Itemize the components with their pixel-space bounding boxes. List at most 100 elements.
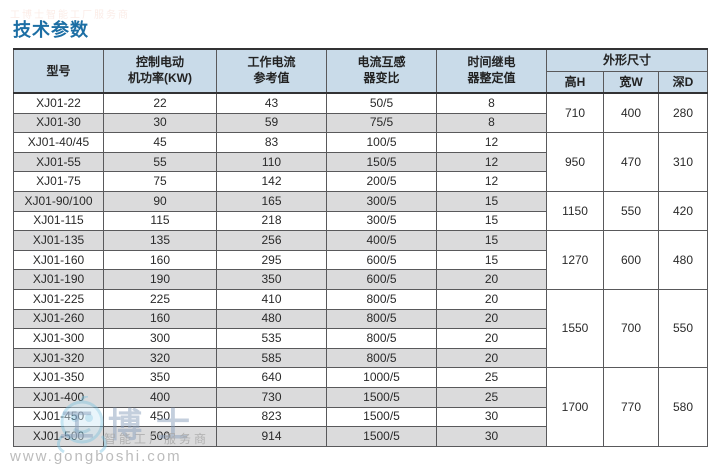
current-cell: 410 bbox=[216, 288, 327, 310]
relay-cell: 12 bbox=[436, 171, 547, 192]
relay-cell: 30 bbox=[436, 406, 547, 428]
power-cell: 190 bbox=[103, 269, 217, 290]
relay-cell: 15 bbox=[436, 249, 547, 271]
model-cell: XJ01-115 bbox=[13, 210, 104, 232]
table-row: XJ01-40/45 45 83 100/5 12 950 470 310 bbox=[13, 132, 708, 192]
model-cell: XJ01-350 bbox=[13, 367, 104, 388]
table-row: XJ01-190 190 350 600/5 20 bbox=[13, 269, 708, 290]
dim-width-cell: 600 bbox=[603, 230, 659, 290]
col-header-ct-line1: 电流互感 bbox=[357, 55, 406, 70]
model-cell: XJ01-260 bbox=[13, 308, 104, 330]
current-cell: 142 bbox=[216, 171, 327, 192]
relay-cell: 12 bbox=[436, 132, 547, 153]
col-header-current: 工作电流 参考值 bbox=[216, 48, 327, 94]
dim-width-cell: 470 bbox=[603, 132, 659, 192]
dim-width-cell: 700 bbox=[603, 288, 659, 369]
power-cell: 300 bbox=[103, 328, 217, 349]
col-header-model: 型号 bbox=[13, 48, 104, 94]
table-row: XJ01-260 160 480 800/5 20 bbox=[13, 308, 708, 330]
relay-cell: 8 bbox=[436, 92, 547, 114]
current-cell: 535 bbox=[216, 328, 327, 349]
power-cell: 22 bbox=[103, 92, 217, 114]
dim-height-cell: 950 bbox=[546, 132, 604, 192]
ct-ratio-cell: 800/5 bbox=[326, 308, 437, 330]
power-cell: 500 bbox=[103, 426, 217, 447]
spec-table: 型号 控制电动 机功率(KW) 工作电流 参考值 电流互感 器变比 时间继电 器整定值 … bbox=[13, 48, 708, 447]
col-header-relay: 时间继电 器整定值 bbox=[436, 48, 547, 94]
col-header-power-line1: 控制电动 bbox=[135, 55, 184, 70]
model-cell: XJ01-300 bbox=[13, 328, 104, 349]
model-cell: XJ01-30 bbox=[13, 112, 104, 134]
col-header-relay-line2: 器整定值 bbox=[467, 71, 516, 85]
current-cell: 59 bbox=[216, 112, 327, 134]
ct-ratio-cell: 400/5 bbox=[326, 230, 437, 251]
table-row: XJ01-22 22 43 50/5 8 710 400 280 bbox=[13, 92, 708, 134]
ct-ratio-cell: 800/5 bbox=[326, 347, 437, 369]
power-cell: 350 bbox=[103, 367, 217, 388]
dim-height-cell: 1150 bbox=[546, 190, 604, 232]
relay-cell: 12 bbox=[436, 151, 547, 173]
table-row: XJ01-115 115 218 300/5 15 bbox=[13, 210, 708, 232]
model-cell: XJ01-55 bbox=[13, 151, 104, 173]
dim-width-cell: 770 bbox=[603, 367, 659, 447]
current-cell: 350 bbox=[216, 269, 327, 290]
col-header-dim-height: 高H bbox=[546, 71, 604, 94]
ct-ratio-cell: 800/5 bbox=[326, 328, 437, 349]
ct-ratio-cell: 300/5 bbox=[326, 190, 437, 212]
table-row: XJ01-225 225 410 800/5 20 1550 700 550 bbox=[13, 288, 708, 369]
current-cell: 43 bbox=[216, 92, 327, 114]
model-cell: XJ01-225 bbox=[13, 288, 104, 310]
relay-cell: 20 bbox=[436, 328, 547, 349]
spec-table-body: XJ01-22 22 43 50/5 8 710 400 280 XJ01-30 30 59 75/5… bbox=[13, 92, 708, 447]
current-cell: 640 bbox=[216, 367, 327, 388]
table-row: XJ01-450 450 823 1500/5 30 bbox=[13, 406, 708, 428]
dim-height-cell: 1700 bbox=[546, 367, 604, 447]
current-cell: 730 bbox=[216, 386, 327, 408]
table-row: XJ01-30 30 59 75/5 8 bbox=[13, 112, 708, 134]
ct-ratio-cell: 1000/5 bbox=[326, 367, 437, 388]
col-header-power: 控制电动 机功率(KW) bbox=[103, 48, 217, 94]
col-header-power-line2: 机功率(KW) bbox=[128, 71, 192, 85]
ct-ratio-cell: 150/5 bbox=[326, 151, 437, 173]
current-cell: 256 bbox=[216, 230, 327, 251]
current-cell: 165 bbox=[216, 190, 327, 212]
power-cell: 55 bbox=[103, 151, 217, 173]
power-cell: 225 bbox=[103, 288, 217, 310]
col-header-ct-line2: 器变比 bbox=[363, 71, 400, 85]
table-row: XJ01-300 300 535 800/5 20 bbox=[13, 328, 708, 349]
current-cell: 110 bbox=[216, 151, 327, 173]
relay-cell: 8 bbox=[436, 112, 547, 134]
current-cell: 295 bbox=[216, 249, 327, 271]
col-header-ct-ratio: 电流互感 器变比 bbox=[326, 48, 437, 94]
dim-height-cell: 1270 bbox=[546, 230, 604, 290]
model-cell: XJ01-450 bbox=[13, 406, 104, 428]
power-cell: 45 bbox=[103, 132, 217, 153]
dim-width-cell: 550 bbox=[603, 190, 659, 232]
table-row: XJ01-500 500 914 1500/5 30 bbox=[13, 426, 708, 447]
power-cell: 320 bbox=[103, 347, 217, 369]
power-cell: 160 bbox=[103, 249, 217, 271]
power-cell: 75 bbox=[103, 171, 217, 192]
spec-table-header: 型号 控制电动 机功率(KW) 工作电流 参考值 电流互感 器变比 时间继电 器整定值 … bbox=[13, 48, 708, 94]
relay-cell: 25 bbox=[436, 367, 547, 388]
relay-cell: 20 bbox=[436, 288, 547, 310]
model-cell: XJ01-75 bbox=[13, 171, 104, 192]
model-cell: XJ01-320 bbox=[13, 347, 104, 369]
top-watermark-text: 工博士智能工厂服务商 bbox=[10, 10, 130, 21]
ct-ratio-cell: 600/5 bbox=[326, 249, 437, 271]
power-cell: 90 bbox=[103, 190, 217, 212]
ct-ratio-cell: 1500/5 bbox=[326, 406, 437, 428]
power-cell: 450 bbox=[103, 406, 217, 428]
col-header-dim-depth: 深D bbox=[658, 71, 708, 94]
col-header-current-line2: 参考值 bbox=[253, 71, 290, 85]
ct-ratio-cell: 50/5 bbox=[326, 92, 437, 114]
dim-height-cell: 710 bbox=[546, 92, 604, 134]
table-row: XJ01-320 320 585 800/5 20 bbox=[13, 347, 708, 369]
current-cell: 823 bbox=[216, 406, 327, 428]
ct-ratio-cell: 200/5 bbox=[326, 171, 437, 192]
table-row: XJ01-55 55 110 150/5 12 bbox=[13, 151, 708, 173]
model-cell: XJ01-160 bbox=[13, 249, 104, 271]
watermark-url-text: www.gongboshi.com bbox=[10, 448, 182, 465]
model-cell: XJ01-90/100 bbox=[13, 190, 104, 212]
col-header-dimensions: 外形尺寸 bbox=[546, 48, 708, 72]
